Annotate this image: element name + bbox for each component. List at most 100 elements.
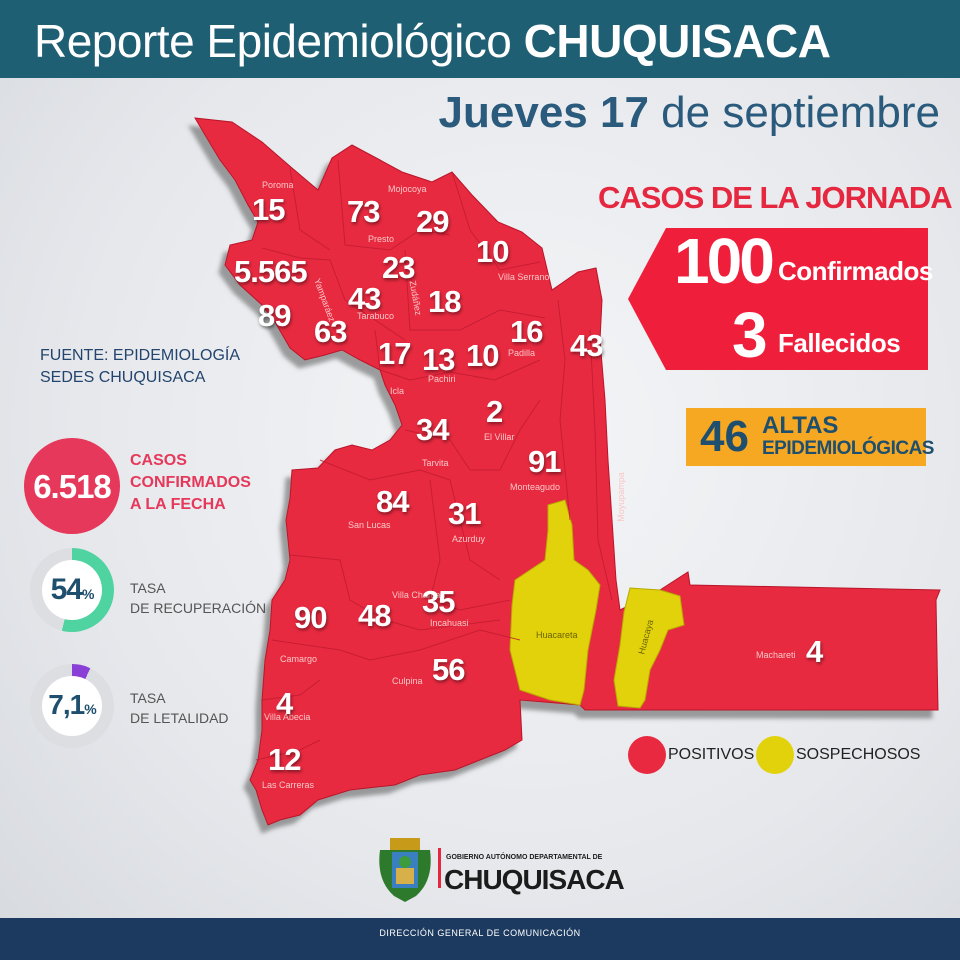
coat-of-arms-icon [379,838,431,902]
cases-icla: 17 [378,336,411,371]
recovery-value: 54% [42,573,102,607]
label-icla: Icla [390,386,405,396]
date-bold: Jueves 17 [438,88,649,137]
label-villa-serrano: Villa Serrano [498,272,550,282]
label-machareti: Machareti [756,650,796,660]
recovery-gauge: 54% [30,548,114,632]
cases-poroma: 15 [252,192,285,227]
recovery-unit: % [81,586,94,602]
lethality-value: 7,1% [42,689,102,721]
gobernacion-logo: GOBIERNO AUTÓNOMO DEPARTAMENTAL DE CHUQU… [372,830,625,904]
cases-tarabuco: 43 [348,281,381,316]
cases-mojocoya: 73 [347,194,380,229]
cases-san-lucas: 84 [376,484,409,519]
source-note: FUENTE: EPIDEMIOLOGÍA SEDES CHUQUISACA [40,345,240,389]
recovery-label-1: TASA [130,580,166,596]
source-line-2: SEDES CHUQUISACA [40,369,206,386]
fallecidos-count: 3 [732,299,768,371]
cases-sucre: 5.565 [234,254,308,289]
label-padilla: Padilla [508,348,536,358]
map-suspected-huacareta [509,499,601,706]
arrow-banner [628,228,928,370]
fallecidos-label: Fallecidos [778,328,901,358]
cases-las-carreras: 12 [268,742,301,777]
label-huacareta: Huacareta [536,630,578,640]
legend-positive-swatch [628,736,666,774]
cases-villa-abecia: 4 [276,686,293,721]
label-pachiri: Pachiri [428,374,456,384]
cases-machareti: 4 [806,634,823,669]
label-camargo: Camargo [280,654,318,664]
label-moyupampa: Moyupampa [615,472,626,522]
legend-suspected-swatch [756,736,794,774]
label-incahuasi: Incahuasi [430,618,469,628]
report-date: Jueves 17 de septiembre [439,88,940,138]
altas-label-2: EPIDEMIOLÓGICAS [762,438,934,459]
cases-incahuasi: 35 [422,584,455,619]
recovery-label: TASA DE RECUPERACIÓN [130,578,266,618]
confirmados-count: 100 [674,225,775,297]
map-positive-region [194,117,941,826]
legend-suspected-label: SOSPECHOSOS [796,746,921,763]
map-borders [255,159,613,761]
label-san-lucas: San Lucas [348,520,391,530]
cases-azurduy: 31 [448,496,481,531]
altas-label-1: ALTAS [762,412,839,439]
confirmados-label: Confirmados [778,256,933,286]
lethality-label: TASA DE LETALIDAD [130,688,229,728]
cases-zone-29: 29 [416,204,449,239]
recovery-label-2: DE RECUPERACIÓN [130,600,267,616]
cases-zone-23: 23 [382,250,415,285]
cases-el-villar: 2 [486,394,503,429]
source-line-1: FUENTE: EPIDEMIOLOGÍA [40,347,241,364]
label-villa-charcas: Villa Charcas [392,590,445,600]
date-light: de septiembre [648,88,940,137]
label-presto: Presto [368,234,395,244]
cases-yamparaez: 89 [258,298,291,333]
cases-zone-10b: 10 [466,338,499,373]
label-azurduy: Azurduy [452,534,486,544]
total-cases-line-3: A LA FECHA [130,496,226,513]
lethality-label-1: TASA [130,690,166,706]
label-villa-abecia: Villa Abecia [264,712,311,722]
lethality-label-2: DE LETALIDAD [130,710,229,726]
altas-box: 46 ALTAS EPIDEMIOLÓGICAS [686,408,934,466]
logo-subtitle: GOBIERNO AUTÓNOMO DEPARTAMENTAL DE [446,854,603,861]
cases-padilla: 16 [510,314,543,349]
cases-culpina: 56 [432,652,465,687]
title-light: Reporte Epidemiológico [34,15,524,67]
cases-camargo: 90 [294,600,327,635]
lethality-gauge-inner: 7,1% [42,676,102,736]
total-cases-line-1: CASOS [130,452,187,469]
recovery-number: 54 [50,573,83,606]
label-el-villar: El Villar [484,432,515,442]
label-las-carreras: Las Carreras [262,780,315,790]
label-mojocoya: Mojocoya [388,184,427,194]
total-cases-circle: 6.518 [24,438,120,534]
cases-villa-serrano: 10 [476,234,509,269]
legend-positive-label: POSITIVOS [668,746,755,763]
logo-title: CHUQUISACA [444,864,625,895]
title-bold: CHUQUISACA [523,15,831,67]
label-tarvita: Tarvita [422,458,449,468]
total-cases-count: 6.518 [33,468,112,505]
cases-zudanez: 18 [428,284,461,319]
cases-monteagudo: 91 [528,444,561,479]
label-monteagudo: Monteagudo [510,482,561,492]
recovery-gauge-inner: 54% [42,560,102,620]
footer-text: DIRECCIÓN GENERAL DE COMUNICACIÓN [379,928,581,938]
casos-jornada-box: 100 Confirmados 3 Fallecidos [628,225,933,371]
total-cases-label: CASOS CONFIRMADOS A LA FECHA [130,450,251,516]
altas-count: 46 [700,412,749,461]
map-suspected-huacaya [613,587,685,709]
label-tarabuco: Tarabuco [357,311,395,321]
cases-villa-charcas: 48 [358,598,391,633]
cases-pachiri: 13 [422,342,455,377]
lethality-gauge: 7,1% [30,664,114,748]
lethality-unit: % [84,701,96,717]
cases-tarvita: 34 [416,412,449,447]
header-bar: Reporte Epidemiológico CHUQUISACA [0,0,960,78]
lethality-number: 7,1 [48,689,85,720]
casos-jornada-title: CASOS DE LA JORNADA [598,180,953,215]
